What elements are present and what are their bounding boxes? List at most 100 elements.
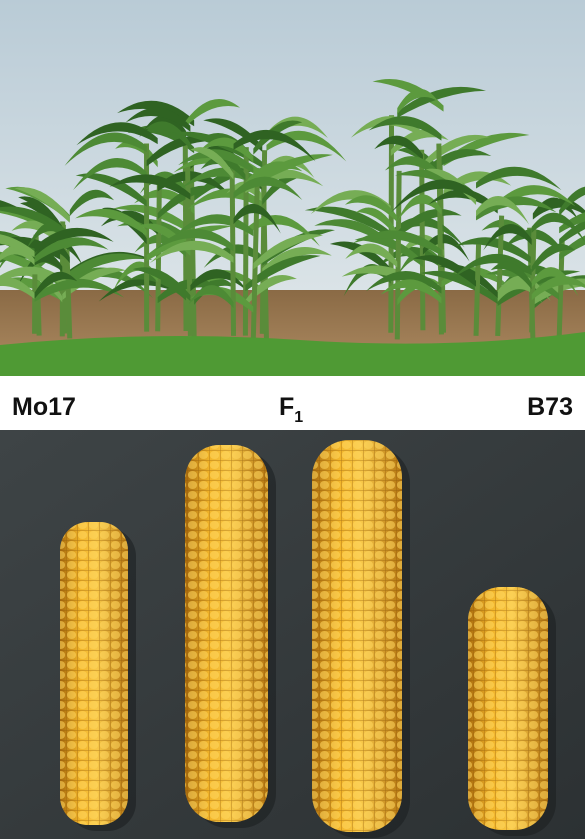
leaf: [233, 129, 316, 162]
leaf: [355, 207, 398, 238]
leaf: [502, 229, 560, 252]
leaf: [112, 204, 195, 236]
leaf: [188, 285, 234, 309]
stalk: [229, 170, 237, 336]
leaf: [34, 278, 125, 302]
stalk: [242, 147, 249, 336]
leaf: [390, 129, 449, 156]
leaf: [476, 195, 530, 225]
ear-kernels: [60, 522, 128, 825]
leaf: [419, 270, 498, 304]
leaf: [476, 166, 562, 191]
leaf: [422, 148, 492, 178]
leaf: [455, 237, 533, 265]
leaf: [397, 208, 462, 238]
leaf: [422, 134, 490, 169]
label-band: [0, 376, 585, 430]
leaf: [203, 244, 267, 268]
leaf: [190, 147, 234, 180]
leaf: [115, 139, 158, 168]
leaf: [304, 206, 391, 238]
leaf: [149, 240, 234, 264]
leaf: [62, 253, 146, 284]
leaf: [559, 235, 585, 261]
leaf: [190, 269, 249, 293]
corn-plants: [0, 78, 585, 340]
leaf: [559, 186, 585, 217]
leaf: [34, 237, 109, 263]
leaf: [452, 253, 532, 279]
leaf: [352, 230, 442, 256]
leaf: [345, 243, 398, 268]
leaf: [245, 255, 321, 292]
leaf: [397, 86, 487, 118]
leaf: [0, 234, 35, 258]
leaf: [559, 219, 585, 246]
ear-kernels: [468, 587, 548, 830]
leaf: [157, 171, 236, 202]
stalk: [64, 249, 73, 339]
leaf: [17, 252, 63, 286]
stalk: [473, 244, 482, 336]
leaf: [365, 270, 442, 294]
leaf: [11, 220, 63, 248]
leaf: [439, 264, 498, 299]
leaf: [73, 158, 147, 190]
leaf: [531, 276, 585, 301]
leaf: [75, 208, 147, 236]
leaf: [144, 121, 191, 150]
leaf: [233, 176, 303, 200]
leaf: [109, 174, 191, 200]
leaf: [428, 189, 498, 214]
leaf: [34, 271, 78, 299]
leaf: [76, 122, 158, 146]
label: B73: [527, 393, 573, 421]
leaf: [14, 187, 70, 223]
ear-kernels: [312, 440, 402, 832]
leaf: [245, 215, 321, 247]
leaf: [233, 203, 281, 234]
leaf: [262, 155, 315, 178]
leaf: [0, 266, 70, 289]
leaf: [178, 149, 254, 174]
leaf: [25, 221, 70, 251]
leaf: [422, 233, 470, 262]
leaf: [245, 154, 333, 191]
leaf: [483, 223, 532, 251]
leaf: [481, 219, 533, 246]
leaf: [497, 185, 576, 208]
leaf: [75, 173, 147, 207]
leaf: [531, 212, 585, 242]
corn-ears: [60, 440, 556, 838]
label: F1: [279, 393, 303, 426]
leaf: [391, 179, 477, 213]
grass: [0, 332, 585, 376]
leaf: [397, 88, 439, 115]
leaf: [186, 98, 240, 127]
leaf: [532, 197, 579, 221]
leaf: [117, 100, 195, 127]
label: Mo17: [12, 393, 76, 421]
leaf: [194, 278, 236, 305]
subscript: 1: [294, 409, 303, 426]
leaf: [374, 135, 423, 161]
leaf: [132, 267, 191, 302]
leaf: [34, 227, 114, 253]
leaf: [490, 261, 532, 290]
leaf: [64, 132, 147, 166]
leaf: [368, 116, 442, 141]
stalk: [394, 170, 402, 340]
leaf: [253, 234, 324, 270]
leaf: [384, 156, 442, 181]
stalk: [495, 215, 505, 337]
ear-kernels: [185, 445, 268, 822]
leaf: [531, 267, 579, 297]
leaf: [0, 208, 65, 241]
leaf: [531, 243, 576, 273]
leaf: [262, 246, 332, 275]
leaf: [380, 279, 442, 304]
leaf: [138, 223, 191, 257]
leaf: [396, 194, 442, 223]
